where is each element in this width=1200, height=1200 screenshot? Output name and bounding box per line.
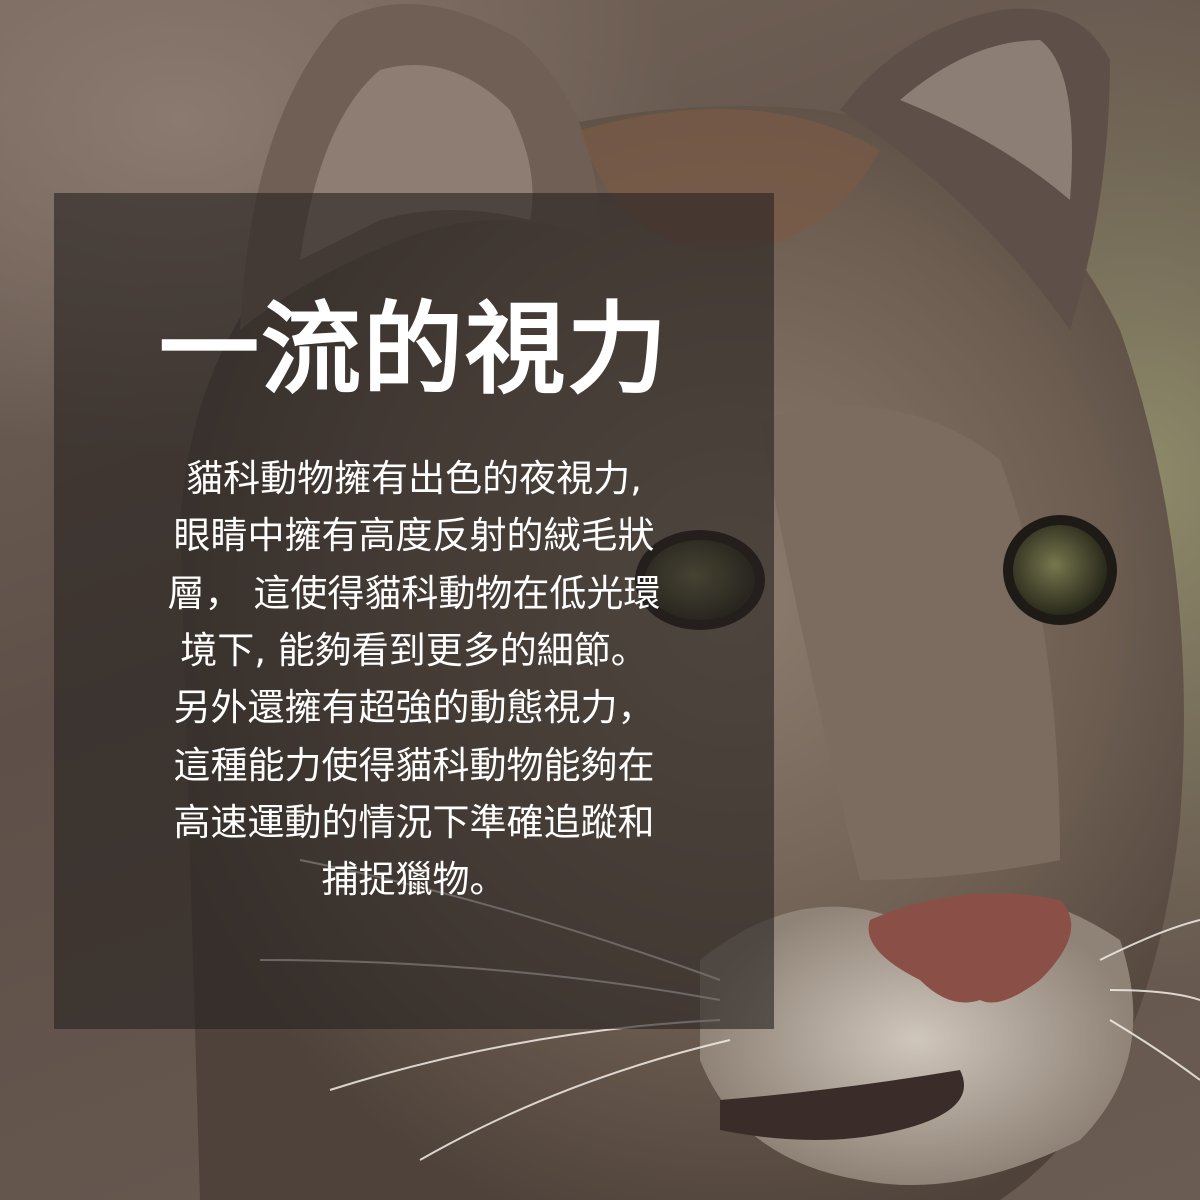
body-line: 貓科動物擁有出色的夜視力, xyxy=(186,457,642,500)
cougar-right-eye xyxy=(1003,515,1117,625)
body-line: 捕捉獵物。 xyxy=(321,858,507,902)
cougar-nose xyxy=(868,893,1072,1003)
body-line: 高速運動的情況下準確追蹤和 xyxy=(173,801,655,845)
body-line: 眼睛中擁有高度反射的絨毛狀 xyxy=(173,514,655,558)
text-panel xyxy=(54,193,774,1029)
body-line: 境下, 能夠看到更多的細節。 xyxy=(180,629,648,673)
body-line: 層， 這使得貓科動物在低光環 xyxy=(167,571,661,615)
body-line: 這種能力使得貓科動物能夠在 xyxy=(173,743,655,787)
card-body: 貓科動物擁有出色的夜視力, 眼睛中擁有高度反射的絨毛狀 層， 這使得貓科動物在低… xyxy=(94,450,734,909)
card-title: 一流的視力 xyxy=(159,291,669,408)
body-line: 另外還擁有超強的動態視力， xyxy=(173,686,655,730)
